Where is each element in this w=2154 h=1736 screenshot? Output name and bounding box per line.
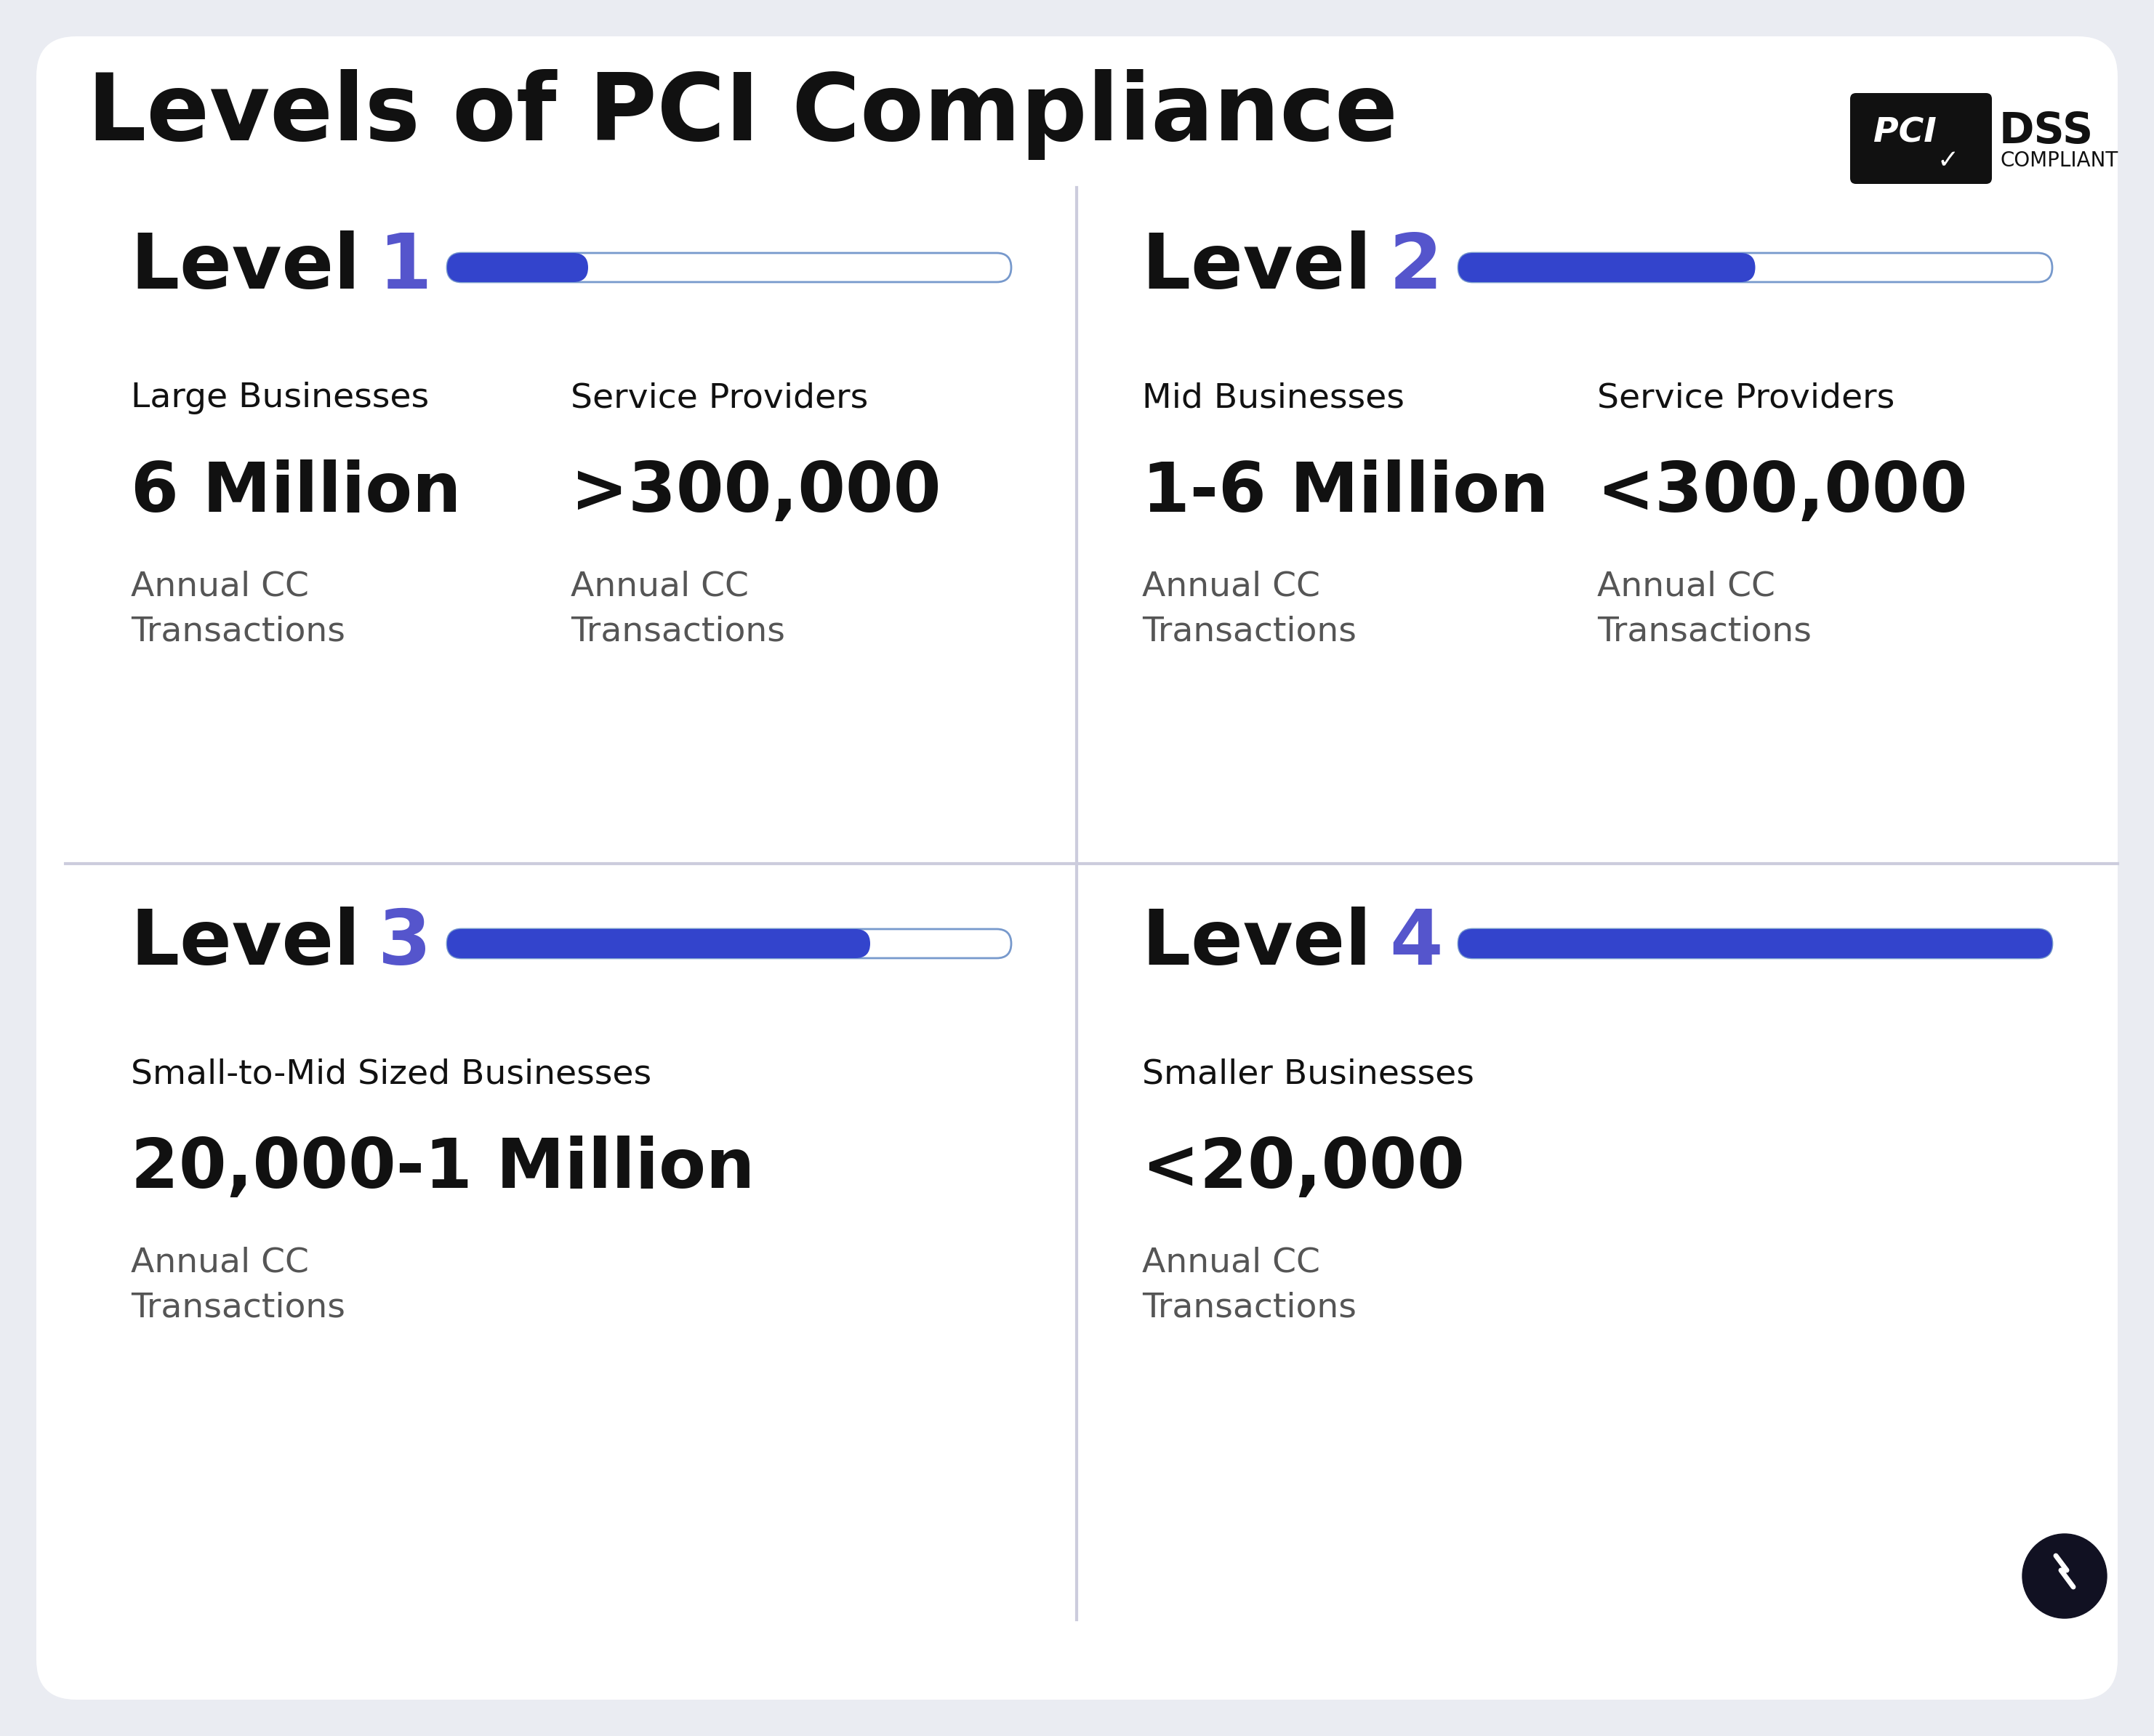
FancyBboxPatch shape (37, 36, 2117, 1700)
Text: <300,000: <300,000 (1596, 460, 1967, 526)
Text: Service Providers: Service Providers (571, 382, 868, 415)
Text: COMPLIANT: COMPLIANT (2001, 151, 2120, 170)
FancyBboxPatch shape (448, 929, 870, 958)
Text: Levels of PCI Compliance: Levels of PCI Compliance (86, 69, 1398, 160)
Text: 2: 2 (1389, 231, 1443, 304)
FancyBboxPatch shape (448, 253, 588, 281)
Text: Level: Level (131, 906, 388, 981)
FancyBboxPatch shape (1458, 253, 1756, 281)
FancyBboxPatch shape (1458, 929, 2053, 958)
Text: 6 Million: 6 Million (131, 460, 461, 526)
Circle shape (2023, 1535, 2107, 1618)
Text: Annual CC
Transactions: Annual CC Transactions (571, 569, 786, 648)
Text: Annual CC
Transactions: Annual CC Transactions (1142, 569, 1357, 648)
Text: <20,000: <20,000 (1142, 1135, 1465, 1203)
Text: Annual CC
Transactions: Annual CC Transactions (1596, 569, 1812, 648)
FancyBboxPatch shape (1458, 253, 2053, 281)
Text: Annual CC
Transactions: Annual CC Transactions (131, 569, 345, 648)
Text: PCI: PCI (1874, 116, 1936, 149)
Text: Level: Level (131, 231, 388, 304)
Text: 1: 1 (377, 231, 431, 304)
Text: Large Businesses: Large Businesses (131, 382, 429, 415)
Text: Annual CC
Transactions: Annual CC Transactions (131, 1246, 345, 1325)
Text: 4: 4 (1389, 906, 1443, 981)
Text: 1-6 Million: 1-6 Million (1142, 460, 1549, 526)
Text: >300,000: >300,000 (571, 460, 941, 526)
FancyBboxPatch shape (448, 929, 1010, 958)
Text: Annual CC
Transactions: Annual CC Transactions (1142, 1246, 1357, 1325)
Text: Mid Businesses: Mid Businesses (1142, 382, 1404, 415)
FancyBboxPatch shape (448, 253, 1010, 281)
Text: Level: Level (1142, 231, 1398, 304)
Text: Small-to-Mid Sized Businesses: Small-to-Mid Sized Businesses (131, 1059, 651, 1090)
Text: Service Providers: Service Providers (1596, 382, 1896, 415)
Text: 3: 3 (377, 906, 431, 981)
Text: ✓: ✓ (1936, 148, 1960, 174)
FancyBboxPatch shape (1458, 929, 2053, 958)
Text: Level: Level (1142, 906, 1398, 981)
Text: 20,000-1 Million: 20,000-1 Million (131, 1135, 754, 1203)
FancyBboxPatch shape (1850, 94, 1992, 184)
Text: DSS: DSS (1999, 111, 2094, 153)
Text: Smaller Businesses: Smaller Businesses (1142, 1059, 1473, 1090)
